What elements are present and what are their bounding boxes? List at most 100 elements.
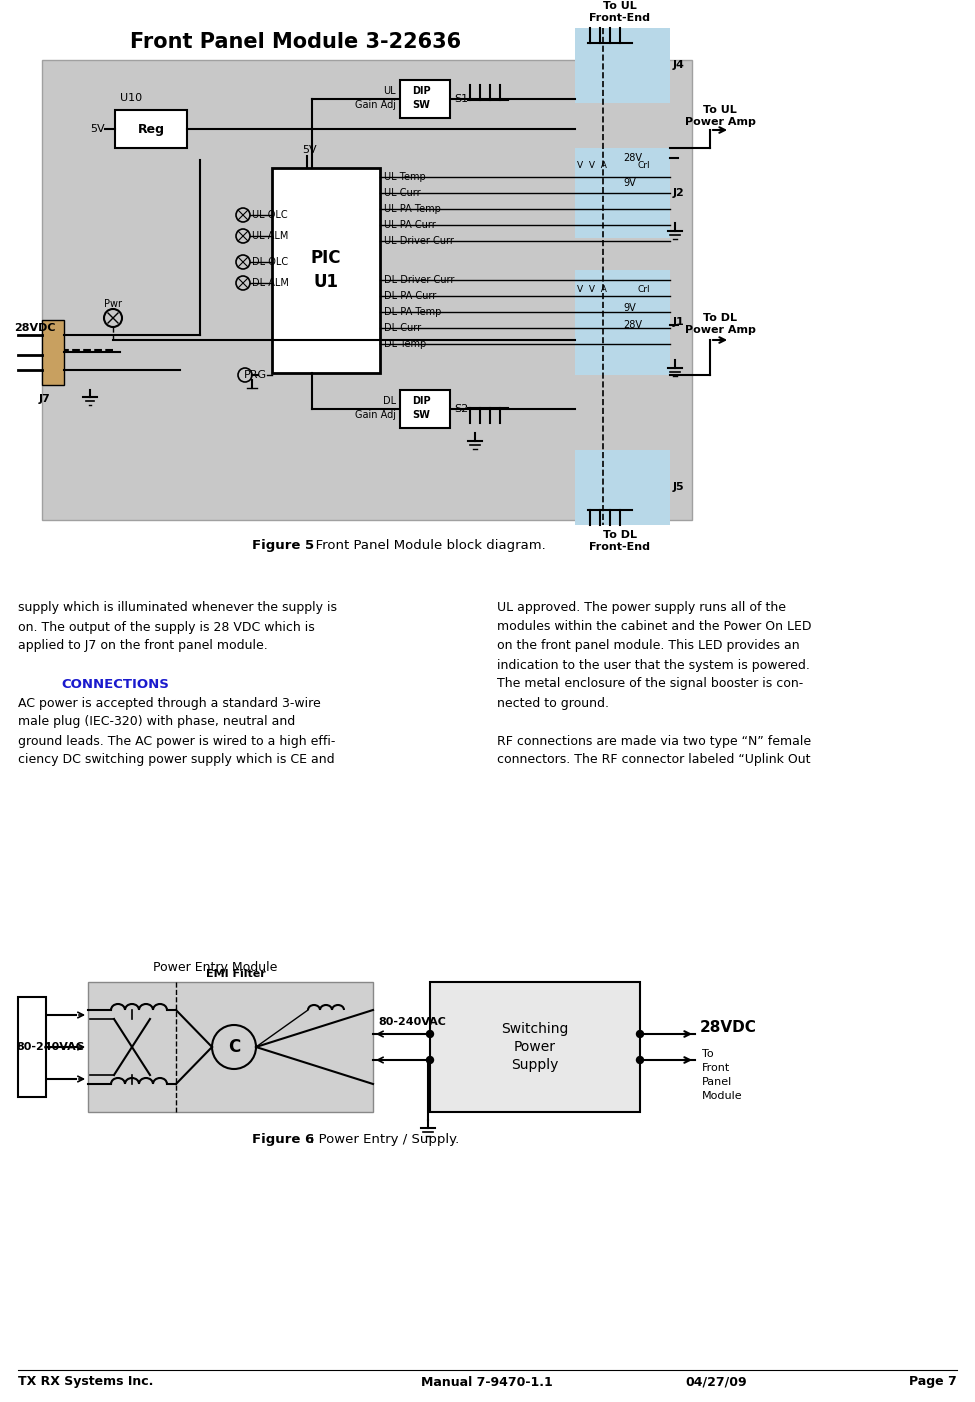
Text: Power Entry Module: Power Entry Module — [153, 962, 277, 974]
Text: UL OLC: UL OLC — [252, 210, 288, 220]
Text: S2: S2 — [454, 404, 468, 414]
Text: UL: UL — [383, 86, 396, 95]
Text: Page 7: Page 7 — [910, 1375, 957, 1388]
Text: ciency DC switching power supply which is CE and: ciency DC switching power supply which i… — [18, 753, 334, 767]
Text: Crl: Crl — [637, 161, 649, 171]
Circle shape — [426, 1030, 434, 1037]
Text: Crl: Crl — [637, 286, 649, 294]
Bar — [575, 28, 670, 102]
Text: SW: SW — [412, 100, 430, 109]
Text: DL PA Curr: DL PA Curr — [384, 292, 436, 301]
Text: DL: DL — [383, 395, 396, 407]
Text: V  V  A: V V A — [577, 286, 606, 294]
Text: UL Driver Curr: UL Driver Curr — [384, 236, 454, 245]
Text: Gain Adj: Gain Adj — [355, 409, 396, 421]
Text: Power Amp: Power Amp — [684, 325, 756, 335]
Text: J2: J2 — [673, 188, 684, 198]
Text: 28VDC: 28VDC — [14, 322, 56, 334]
Text: 80-240VAC: 80-240VAC — [378, 1016, 446, 1028]
Text: DIP: DIP — [411, 86, 430, 95]
Text: 28VDC: 28VDC — [700, 1019, 757, 1035]
Text: DL Driver Curr: DL Driver Curr — [384, 275, 454, 285]
Text: : Power Entry / Supply.: : Power Entry / Supply. — [310, 1133, 459, 1147]
Circle shape — [426, 1057, 434, 1064]
Text: DL Curr: DL Curr — [384, 322, 421, 334]
Text: Panel: Panel — [702, 1077, 732, 1087]
Text: To DL: To DL — [703, 313, 737, 322]
Text: Module: Module — [702, 1091, 743, 1101]
Bar — [400, 80, 450, 118]
Text: DL Temp: DL Temp — [384, 339, 426, 349]
Text: Front: Front — [702, 1063, 730, 1073]
Text: male plug (IEC-320) with phase, neutral and: male plug (IEC-320) with phase, neutral … — [18, 715, 295, 729]
Text: Front Panel Module 3-22636: Front Panel Module 3-22636 — [130, 32, 461, 52]
Text: Power Amp: Power Amp — [684, 116, 756, 128]
Text: UL Curr: UL Curr — [384, 188, 420, 198]
Bar — [400, 390, 450, 428]
Text: Supply: Supply — [511, 1059, 559, 1073]
Text: 5V: 5V — [302, 144, 317, 156]
Bar — [42, 60, 692, 520]
Text: DL PA Temp: DL PA Temp — [384, 307, 442, 317]
Text: Switching: Switching — [501, 1022, 568, 1036]
Text: C: C — [228, 1037, 240, 1056]
Text: 80-240VAC: 80-240VAC — [16, 1042, 84, 1052]
Bar — [272, 168, 380, 373]
Text: To DL: To DL — [603, 530, 637, 540]
Text: DL ALM: DL ALM — [252, 278, 289, 287]
Text: on. The output of the supply is 28 VDC which is: on. The output of the supply is 28 VDC w… — [18, 621, 315, 634]
Text: To UL: To UL — [604, 1, 637, 11]
Text: The metal enclosure of the signal booster is con-: The metal enclosure of the signal booste… — [497, 677, 803, 691]
Text: DL OLC: DL OLC — [252, 257, 289, 266]
Text: 9V: 9V — [623, 178, 636, 188]
Text: Reg: Reg — [137, 122, 165, 136]
Text: CONNECTIONS: CONNECTIONS — [61, 677, 169, 691]
Text: UL ALM: UL ALM — [252, 231, 289, 241]
Text: 5V: 5V — [91, 123, 105, 135]
Text: J1: J1 — [673, 317, 684, 327]
Bar — [18, 997, 46, 1096]
Text: connectors. The RF connector labeled “Uplink Out: connectors. The RF connector labeled “Up… — [497, 753, 810, 767]
Text: J7: J7 — [38, 394, 50, 404]
Text: 28V: 28V — [623, 153, 642, 163]
Bar — [430, 981, 640, 1112]
Text: Manual 7-9470-1.1: Manual 7-9470-1.1 — [421, 1375, 553, 1388]
Text: ground leads. The AC power is wired to a high effi-: ground leads. The AC power is wired to a… — [18, 735, 335, 747]
Text: 04/27/09: 04/27/09 — [685, 1375, 747, 1388]
Text: UL Temp: UL Temp — [384, 172, 426, 182]
Text: S1: S1 — [454, 94, 468, 104]
Text: on the front panel module. This LED provides an: on the front panel module. This LED prov… — [497, 639, 800, 652]
Text: AC power is accepted through a standard 3-wire: AC power is accepted through a standard … — [18, 697, 321, 709]
Bar — [575, 149, 670, 238]
Text: : Front Panel Module block diagram.: : Front Panel Module block diagram. — [307, 538, 546, 551]
Text: Power: Power — [514, 1040, 556, 1054]
Text: TX RX Systems Inc.: TX RX Systems Inc. — [18, 1375, 153, 1388]
Circle shape — [637, 1057, 644, 1064]
Text: Front-End: Front-End — [590, 13, 650, 22]
Text: Gain Adj: Gain Adj — [355, 100, 396, 109]
Text: Front-End: Front-End — [590, 543, 650, 552]
Text: J5: J5 — [673, 482, 684, 492]
Text: indication to the user that the system is powered.: indication to the user that the system i… — [497, 659, 810, 672]
Text: UL approved. The power supply runs all of the: UL approved. The power supply runs all o… — [497, 601, 786, 614]
Text: 28V: 28V — [623, 320, 642, 329]
Text: U1: U1 — [314, 273, 338, 292]
Bar — [575, 271, 670, 374]
Text: U10: U10 — [120, 93, 142, 102]
Text: To: To — [702, 1049, 714, 1059]
Text: RF connections are made via two type “N” female: RF connections are made via two type “N”… — [497, 735, 811, 747]
Bar — [42, 320, 64, 386]
Text: applied to J7 on the front panel module.: applied to J7 on the front panel module. — [18, 639, 268, 652]
Text: UL PA Curr: UL PA Curr — [384, 220, 436, 230]
Text: UL PA Temp: UL PA Temp — [384, 205, 441, 215]
Text: EMI Filter: EMI Filter — [206, 969, 266, 979]
Text: 9V: 9V — [623, 303, 636, 313]
Text: PRG: PRG — [244, 370, 267, 380]
Text: V  V  A: V V A — [577, 161, 606, 171]
Bar — [88, 981, 373, 1112]
Text: modules within the cabinet and the Power On LED: modules within the cabinet and the Power… — [497, 621, 811, 634]
Text: J4: J4 — [673, 60, 684, 70]
Bar — [575, 450, 670, 524]
Bar — [115, 109, 187, 149]
Text: Pwr: Pwr — [104, 299, 122, 308]
